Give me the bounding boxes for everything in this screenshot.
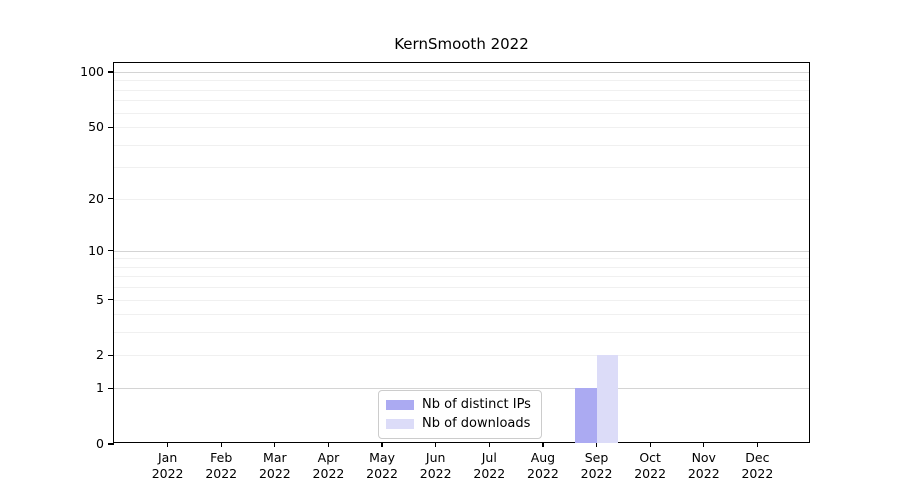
x-label-year: 2022 (312, 466, 345, 481)
x-label-year: 2022 (741, 466, 774, 481)
gridline-minor (114, 355, 809, 357)
legend-entry-downloads: Nb of downloads (386, 416, 531, 431)
y-axis-tick-label: 2 (96, 347, 104, 363)
x-label-year: 2022 (151, 466, 184, 481)
x-label-month: Jul (481, 450, 497, 465)
x-label-year: 2022 (527, 466, 559, 481)
x-axis-tick (381, 442, 383, 447)
x-label-month: Dec (745, 450, 770, 465)
x-axis-tick-label: Oct 2022 (622, 450, 678, 482)
gridline-minor (114, 167, 809, 169)
gridline-minor (114, 89, 809, 91)
legend: Nb of distinct IPs Nb of downloads (378, 390, 542, 439)
x-axis-tick-label: Jul 2022 (461, 450, 517, 482)
legend-entry-distinct-ips: Nb of distinct IPs (386, 397, 531, 412)
x-axis-tick-label: Apr 2022 (300, 450, 356, 482)
x-label-year: 2022 (366, 466, 398, 481)
gridline-minor (114, 299, 809, 301)
y-axis-tick (108, 443, 114, 445)
x-label-month: Feb (210, 450, 233, 465)
x-axis-tick-label: Jan 2022 (140, 450, 196, 482)
x-axis-tick (220, 442, 222, 447)
gridline-minor (114, 198, 809, 200)
bar-distinct-ips-sep (575, 388, 597, 443)
y-axis-tick-label: 5 (96, 291, 104, 307)
y-axis-tick-label: 50 (88, 119, 104, 135)
x-axis-tick (595, 442, 598, 447)
x-axis-tick (274, 442, 276, 447)
x-axis-tick (327, 442, 330, 447)
y-axis-tick-label: 0 (96, 436, 104, 451)
x-axis-tick (435, 442, 437, 447)
y-axis-tick (108, 71, 114, 73)
plot-area: Nb of distinct IPs Nb of downloads 0 1 2 5 1… (80, 62, 810, 481)
x-label-year: 2022 (580, 466, 613, 481)
x-label-year: 2022 (634, 466, 667, 481)
x-axis-tick (167, 442, 169, 447)
x-axis-tick-label: Aug 2022 (515, 450, 571, 482)
bar-downloads-sep (596, 355, 619, 443)
y-axis-tick (108, 250, 114, 252)
gridline-minor (114, 287, 809, 289)
gridline-minor (114, 144, 809, 146)
x-axis-tick-label: Sep 2022 (569, 450, 625, 482)
x-label-year: 2022 (258, 466, 291, 481)
x-axis-tick (488, 442, 490, 447)
y-axis-tick-label: 10 (88, 242, 104, 258)
gridline-minor (114, 100, 809, 102)
y-axis-tick (108, 387, 114, 389)
gridline-major (114, 72, 809, 74)
x-label-month: Jan (157, 450, 178, 465)
x-axis-tick (542, 442, 544, 447)
y-axis-tick-label: 20 (88, 190, 104, 206)
y-axis-tick (108, 126, 114, 128)
y-axis-tick (108, 298, 114, 301)
x-label-year: 2022 (473, 466, 506, 481)
gridline-minor (114, 80, 809, 82)
x-label-month: May (369, 450, 395, 465)
x-axis-tick-label: May 2022 (354, 450, 410, 482)
x-axis-tick (756, 442, 758, 447)
gridline-minor (114, 314, 809, 316)
x-axis-tick-label: Mar 2022 (247, 450, 303, 482)
x-axis-tick-label: Dec 2022 (729, 450, 785, 482)
y-axis-tick (108, 354, 114, 357)
gridline-minor (114, 266, 809, 268)
x-label-month: Sep (584, 450, 609, 465)
y-axis-tick-label: 100 (80, 64, 104, 80)
gridline-minor (114, 332, 809, 334)
y-axis-tick (108, 198, 114, 200)
y-axis-tick-label: 1 (96, 380, 104, 396)
x-axis-tick (703, 442, 705, 447)
gridline-minor (114, 258, 809, 260)
x-axis-tick (649, 442, 651, 447)
x-axis-tick-label: Nov 2022 (676, 450, 732, 482)
x-label-month: Apr (317, 450, 340, 465)
x-label-month: Nov (691, 450, 716, 465)
gridline-minor (114, 276, 809, 278)
gridline-minor (114, 127, 809, 129)
gridline-major (114, 388, 809, 390)
x-label-year: 2022 (419, 466, 452, 481)
x-label-month: Mar (263, 450, 287, 465)
x-label-month: Jun (425, 450, 446, 465)
x-label-year: 2022 (205, 466, 238, 481)
downloads-swatch (386, 418, 414, 429)
distinct-ips-swatch (386, 399, 414, 410)
legend-label-distinct-ips: Nb of distinct IPs (422, 397, 531, 412)
x-label-month: Oct (639, 450, 661, 465)
gridline-major (114, 250, 809, 252)
gridline-minor (114, 112, 809, 114)
x-label-year: 2022 (687, 466, 720, 481)
chart-title: KernSmooth 2022 (394, 35, 529, 53)
x-axis-tick-label: Feb 2022 (193, 450, 249, 482)
x-label-month: Aug (530, 450, 556, 465)
legend-label-downloads: Nb of downloads (422, 416, 531, 431)
x-axis-tick-label: Jun 2022 (408, 450, 464, 482)
